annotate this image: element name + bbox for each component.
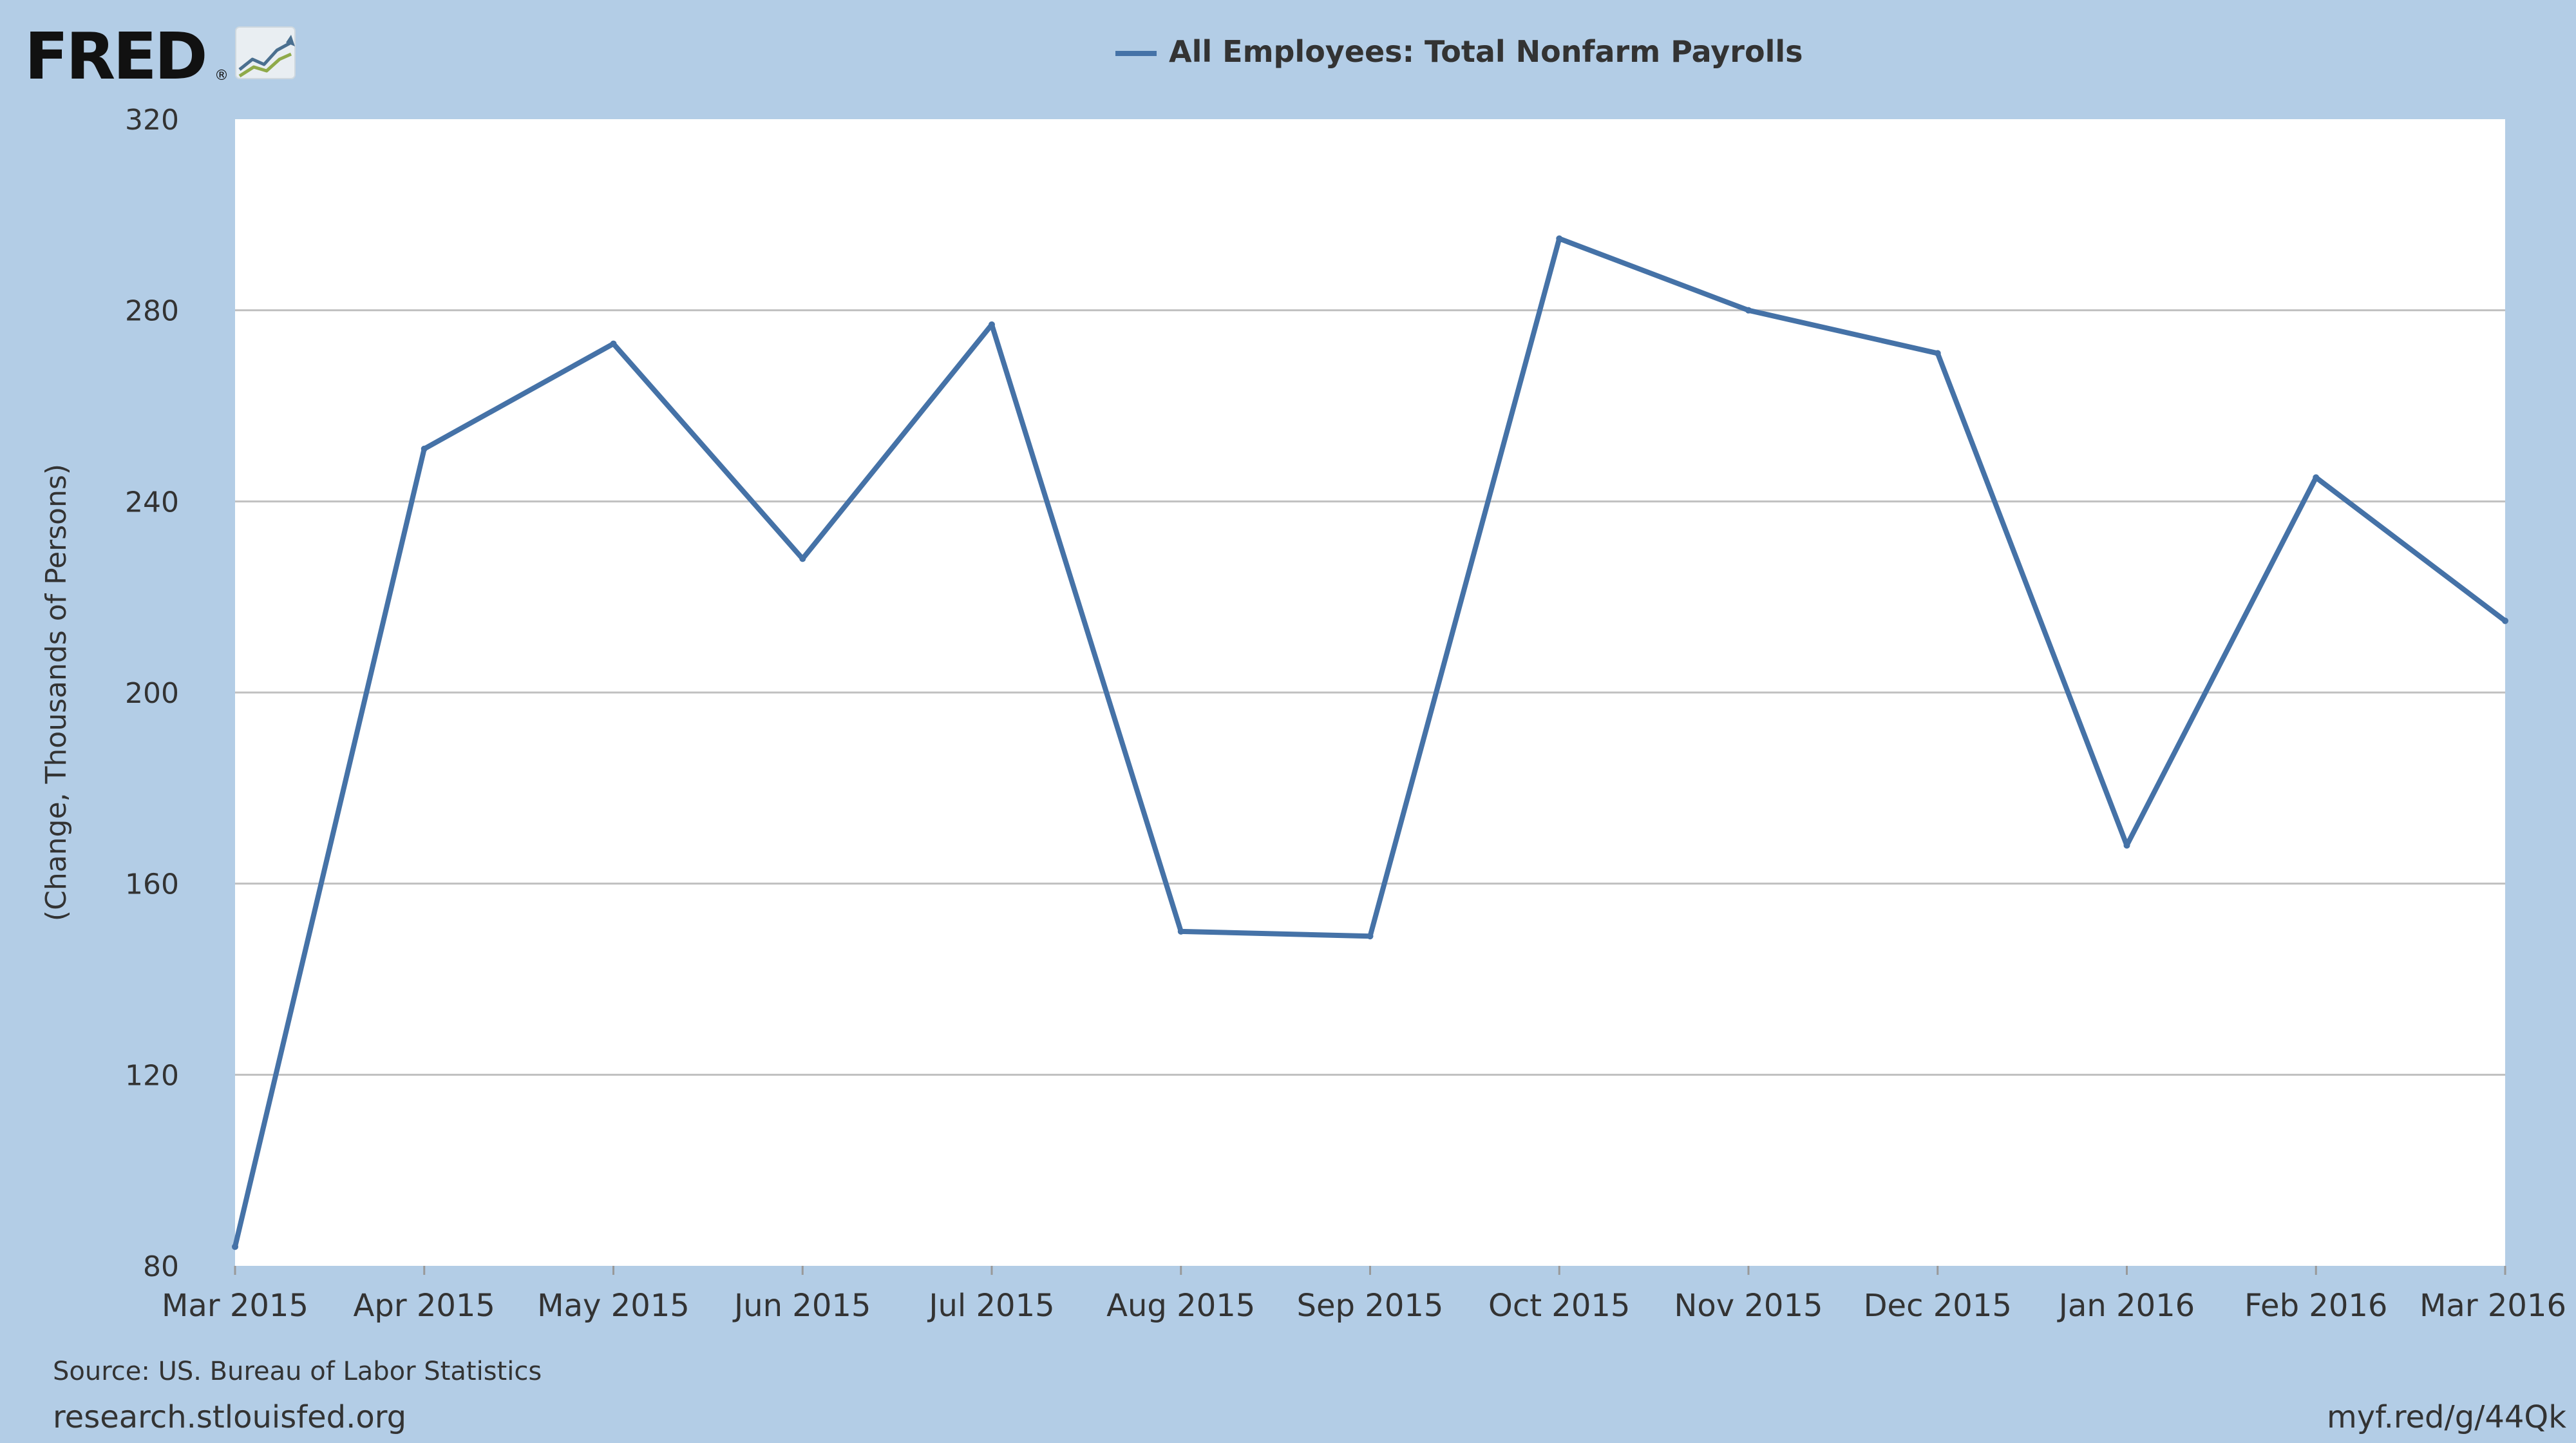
y-tick-label: 120 (125, 1059, 179, 1092)
data-point[interactable] (1934, 350, 1941, 357)
data-point[interactable] (989, 321, 995, 328)
x-tick-label: Jun 2015 (732, 1288, 871, 1324)
data-point[interactable] (421, 445, 428, 452)
x-tick-label: Jul 2015 (927, 1288, 1054, 1324)
data-point[interactable] (2123, 842, 2130, 849)
y-tick-label: 320 (125, 104, 179, 137)
data-point[interactable] (1556, 235, 1563, 242)
data-point[interactable] (799, 555, 806, 562)
x-tick-label: May 2015 (537, 1288, 690, 1324)
y-tick-label: 240 (125, 486, 179, 519)
x-tick-label: Aug 2015 (1106, 1288, 1255, 1324)
x-tick-label: Sep 2015 (1297, 1288, 1444, 1324)
y-axis-label: (Change, Thousands of Persons) (40, 464, 73, 921)
data-point[interactable] (610, 340, 617, 347)
registered-mark: ® (214, 68, 229, 84)
x-tick-label: Jan 2016 (2057, 1288, 2195, 1324)
chart-line-icon (235, 26, 296, 79)
y-tick-label: 80 (143, 1250, 179, 1283)
data-point[interactable] (232, 1243, 238, 1250)
x-axis: Mar 2015 Apr 2015 May 2015 Jun 2015 Jul 2015… (162, 1266, 2566, 1324)
data-point[interactable] (1177, 928, 1184, 935)
data-point[interactable] (2502, 617, 2508, 624)
x-tick-label: Nov 2015 (1674, 1288, 1823, 1324)
x-tick-label: Dec 2015 (1864, 1288, 2012, 1324)
x-tick-label: Mar 2016 (2420, 1288, 2566, 1324)
fred-logo-text: FRED (24, 19, 205, 94)
fred-logo[interactable]: FRED ® (24, 19, 296, 94)
gridlines (235, 309, 2505, 1076)
x-tick-label: Feb 2016 (2244, 1288, 2387, 1324)
x-tick-label: Mar 2015 (162, 1288, 308, 1324)
site-link[interactable]: research.stlouisfed.org (53, 1399, 406, 1435)
y-tick-label: 160 (125, 868, 179, 901)
data-point[interactable] (1745, 307, 1752, 314)
legend-label: All Employees: Total Nonfarm Payrolls (1169, 34, 1803, 69)
x-tick-label: Apr 2015 (354, 1288, 495, 1324)
x-tick-label: Oct 2015 (1488, 1288, 1630, 1324)
y-tick-label: 280 (125, 295, 179, 328)
y-axis: 80 120 160 200 240 280 320 (125, 104, 179, 1283)
y-tick-label: 200 (125, 677, 179, 710)
data-point[interactable] (1367, 933, 1374, 940)
legend[interactable]: All Employees: Total Nonfarm Payrolls (1115, 34, 1803, 69)
series-group (232, 235, 2508, 1250)
source-note: Source: US. Bureau of Labor Statistics (53, 1357, 542, 1386)
short-url-link[interactable]: myf.red/g/44Qk (2327, 1399, 2566, 1435)
data-point[interactable] (2313, 474, 2320, 481)
